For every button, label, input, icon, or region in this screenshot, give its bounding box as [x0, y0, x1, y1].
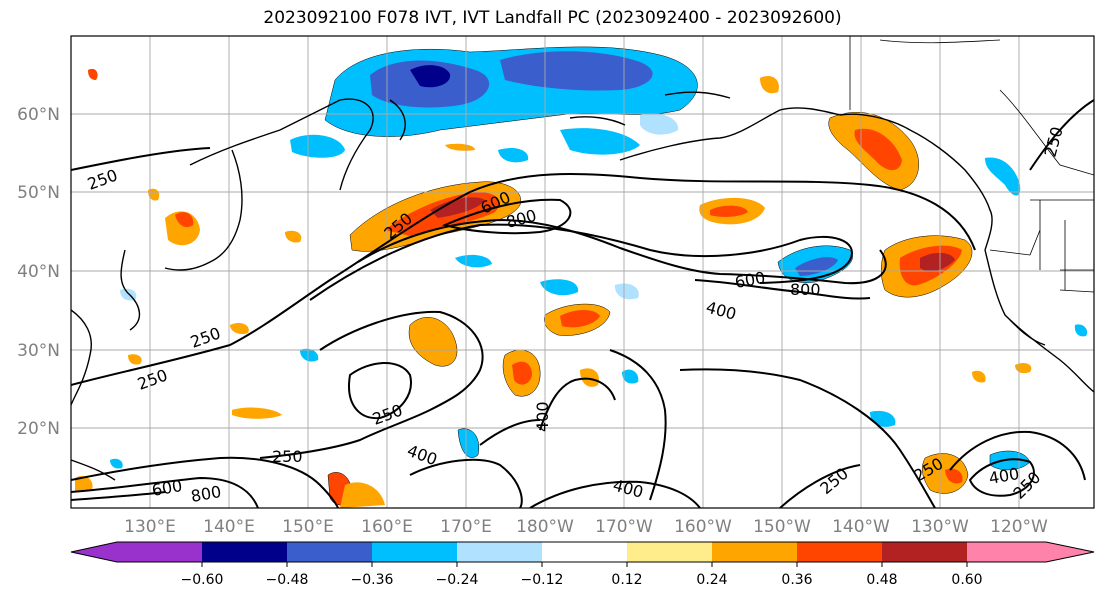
lat-label: 20°N	[17, 419, 60, 439]
colorbar-outline	[70, 541, 1095, 563]
lon-label: 130°W	[911, 517, 969, 537]
lon-label: 120°W	[990, 517, 1048, 537]
lon-label: 150°E	[282, 517, 334, 537]
colorbar-ticks	[201, 562, 968, 567]
contour-label: 800	[790, 280, 821, 299]
contour-label: 250	[272, 447, 303, 466]
lat-label: 30°N	[17, 341, 60, 361]
colorbar-segment	[372, 542, 457, 562]
colorbar-tick-label: 0.60	[951, 572, 982, 588]
map-frame	[70, 35, 1095, 509]
positive-anomaly-shading	[75, 68, 1032, 508]
lon-label: 140°E	[203, 517, 255, 537]
lat-label: 50°N	[17, 183, 60, 203]
colorbar-segment	[542, 542, 627, 562]
colorbar-segment	[797, 542, 882, 562]
latitude-labels: 60°N 50°N 40°N 30°N 20°N	[17, 105, 60, 439]
lat-label: 40°N	[17, 262, 60, 282]
colorbar-extend-high	[1046, 542, 1094, 562]
colorbar-tick-label: −0.12	[521, 572, 564, 588]
colorbar-segment	[287, 542, 372, 562]
lon-label: 140°W	[832, 517, 890, 537]
colorbar-segment	[967, 542, 1046, 562]
figure-title: 2023092100 F078 IVT, IVT Landfall PC (20…	[263, 8, 842, 28]
colorbar-tick-label: 0.36	[781, 572, 812, 588]
map-area: 250 250 250 250 250 250 250 250 250 250 …	[71, 36, 1094, 508]
colorbar-tick-label: 0.24	[696, 572, 727, 588]
contour-label: 400	[533, 401, 552, 432]
lon-label: 130°E	[124, 517, 176, 537]
colorbar-segment	[627, 542, 712, 562]
borders	[849, 36, 1094, 293]
colorbar-tick-label: −0.60	[181, 572, 224, 588]
lon-label: 160°E	[361, 517, 413, 537]
colorbar-extend-low	[71, 542, 117, 562]
ivt-contours	[71, 99, 1094, 508]
colorbar-tick-label: 0.12	[611, 572, 642, 588]
colorbar-segment	[457, 542, 542, 562]
colorbar: −0.60 −0.48 −0.36 −0.24 −0.12 0.12 0.24 …	[70, 541, 1095, 588]
colorbar-segment	[882, 542, 967, 562]
lat-label: 60°N	[17, 105, 60, 125]
lon-label: 150°W	[753, 517, 811, 537]
lon-label: 170°W	[595, 517, 653, 537]
lon-label: 170°E	[440, 517, 492, 537]
colorbar-tick-labels: −0.60 −0.48 −0.36 −0.24 −0.12 0.12 0.24 …	[181, 572, 983, 588]
colorbar-tick-label: −0.48	[266, 572, 309, 588]
lon-label: 160°W	[674, 517, 732, 537]
colorbar-segment	[117, 542, 202, 562]
colorbar-tick-label: −0.36	[351, 572, 394, 588]
lon-label: 180°W	[516, 517, 574, 537]
colorbar-tick-label: −0.24	[436, 572, 479, 588]
coastlines	[71, 91, 1094, 481]
colorbar-segment	[712, 542, 797, 562]
colorbar-tick-label: 0.48	[866, 572, 897, 588]
longitude-labels: 130°E 140°E 150°E 160°E 170°E 180°W 170°…	[124, 517, 1048, 537]
colorbar-segment	[202, 542, 287, 562]
